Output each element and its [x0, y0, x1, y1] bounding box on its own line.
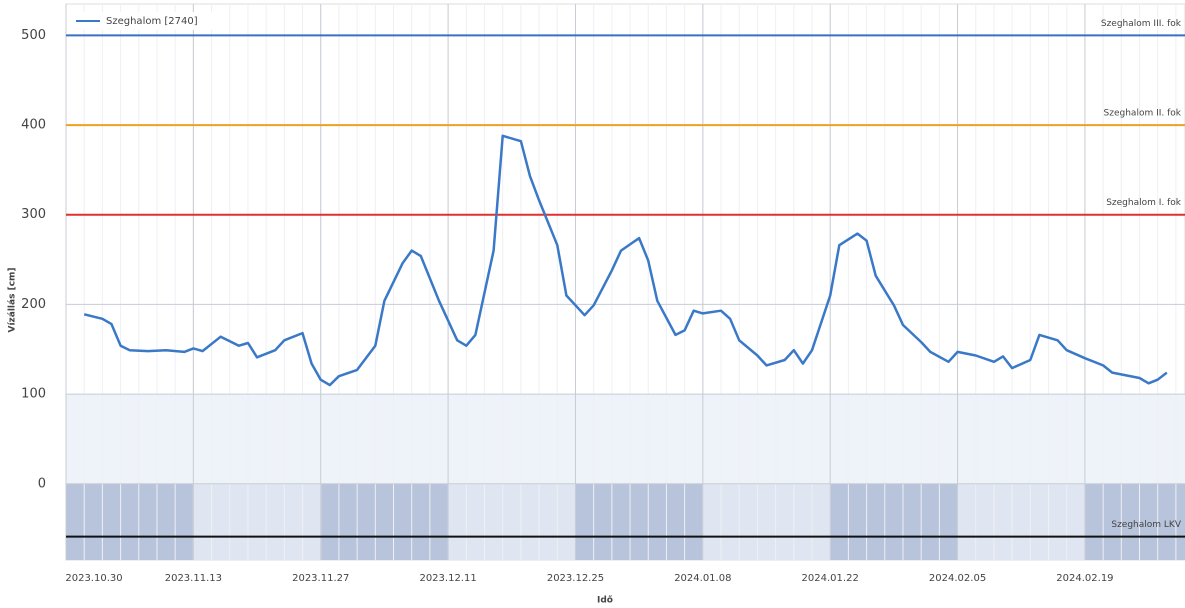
threshold-label: Szeghalom I. fok	[1106, 198, 1182, 208]
x-tick-label: 2024.01.08	[674, 573, 731, 584]
band	[830, 483, 958, 560]
threshold-label: Szeghalom II. fok	[1104, 109, 1182, 119]
x-tick-label: 2024.02.19	[1056, 573, 1113, 584]
x-tick-label: 2023.11.27	[292, 573, 349, 584]
legend-label: Szeghalom [2740]	[106, 16, 198, 27]
y-tick-label: 300	[21, 207, 46, 222]
series-line	[83, 134, 1168, 387]
x-tick-label: 2024.01.22	[802, 573, 859, 584]
y-tick-label: 100	[21, 387, 46, 402]
x-tick-label: 2023.12.11	[419, 573, 476, 584]
y-tick-label: 500	[21, 28, 46, 43]
x-tick-label: 2023.12.25	[547, 573, 604, 584]
x-tick-label: 2023.11.13	[165, 573, 222, 584]
band	[66, 483, 194, 560]
legend-box	[68, 12, 228, 30]
threshold-label: Szeghalom III. fok	[1101, 19, 1182, 29]
low-tint	[66, 394, 1185, 484]
y-tick-label: 0	[38, 476, 46, 491]
y-axis-label: Vízállás [cm]	[8, 267, 18, 332]
y-tick-label: 200	[21, 297, 46, 312]
threshold-label: Szeghalom LKV	[1111, 520, 1181, 530]
band	[320, 483, 449, 560]
x-tick-label: 2023.10.30	[65, 573, 122, 584]
x-tick-label: 2024.02.05	[929, 573, 986, 584]
y-tick-label: 400	[21, 118, 46, 133]
band	[575, 483, 703, 560]
band	[1084, 483, 1185, 560]
x-axis-label: Idő	[597, 596, 613, 606]
